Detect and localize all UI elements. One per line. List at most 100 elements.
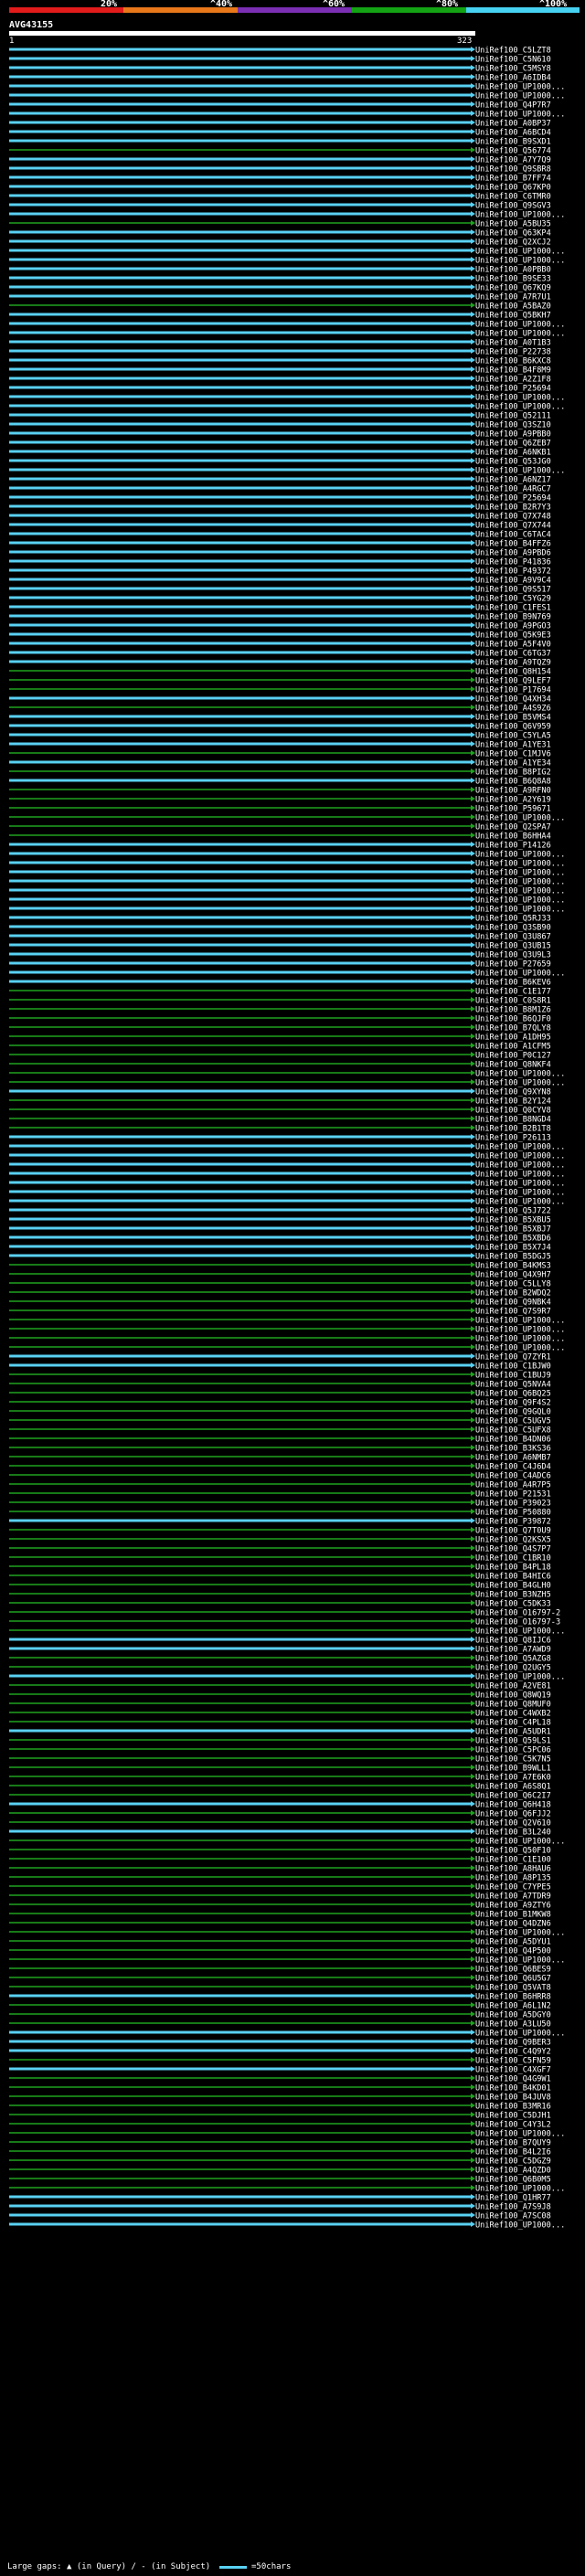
hit-label[interactable]: UniRef100_A1YE31	[475, 741, 551, 750]
hit-label[interactable]: UniRef100_Q5RJ33	[475, 915, 551, 924]
hit-label[interactable]: UniRef100_Q8IJC6	[475, 1637, 551, 1646]
hit-label[interactable]: UniRef100_Q4P500	[475, 1947, 551, 1956]
hit-label[interactable]: UniRef100_Q2XCJ2	[475, 239, 551, 248]
hit-label[interactable]: UniRef100_A8P135	[475, 1874, 551, 1883]
hit-label[interactable]: UniRef100_B4F8M9	[475, 366, 551, 376]
hit-label[interactable]: UniRef100_C4XGF7	[475, 2066, 551, 2075]
hit-label[interactable]: UniRef100_C5DGZ9	[475, 2157, 551, 2167]
hit-label[interactable]: UniRef100_B6KXC8	[475, 357, 551, 366]
hit-label[interactable]: UniRef100_C1BUJ9	[475, 1372, 551, 1381]
hit-label[interactable]: UniRef100_UP1000...	[475, 330, 565, 339]
hit-label[interactable]: UniRef100_A7E6K0	[475, 1774, 551, 1783]
hit-label[interactable]: UniRef100_Q5AZG8	[475, 1655, 551, 1664]
hit-label[interactable]: UniRef100_UP1000...	[475, 906, 565, 915]
hit-label[interactable]: UniRef100_UP1000...	[475, 896, 565, 906]
hit-label[interactable]: UniRef100_Q6BES9	[475, 1966, 551, 1975]
hit-label[interactable]: UniRef100_UP1000...	[475, 467, 565, 476]
hit-label[interactable]: UniRef100_A9RFN0	[475, 787, 551, 796]
hit-label[interactable]: UniRef100_Q9BER3	[475, 2039, 551, 2048]
hit-label[interactable]: UniRef100_Q8NKF4	[475, 1061, 551, 1070]
hit-label[interactable]: UniRef100_B4PL18	[475, 1564, 551, 1573]
hit-label[interactable]: UniRef100_A8HAU6	[475, 1865, 551, 1874]
hit-label[interactable]: UniRef100_B4GLH0	[475, 1582, 551, 1591]
hit-label[interactable]: UniRef100_P41836	[475, 558, 551, 567]
hit-label[interactable]: UniRef100_C5K7N5	[475, 1755, 551, 1765]
hit-label[interactable]: UniRef100_UP1000...	[475, 1189, 565, 1198]
hit-label[interactable]: UniRef100_Q6FJJ2	[475, 1810, 551, 1819]
hit-label[interactable]: UniRef100_Q63KP4	[475, 229, 551, 239]
hit-label[interactable]: UniRef100_B4KD01	[475, 2084, 551, 2094]
hit-label[interactable]: UniRef100_Q59LS1	[475, 1737, 551, 1746]
hit-label[interactable]: UniRef100_Q8H154	[475, 668, 551, 677]
hit-label[interactable]: UniRef100_Q6V959	[475, 723, 551, 732]
hit-label[interactable]: UniRef100_B1MKW8	[475, 1911, 551, 1920]
hit-label[interactable]: UniRef100_P25694	[475, 494, 551, 504]
hit-label[interactable]: UniRef100_A1CFM5	[475, 1043, 551, 1052]
hit-label[interactable]: UniRef100_Q4XH34	[475, 695, 551, 705]
hit-label[interactable]: UniRef100_B3L240	[475, 1829, 551, 1838]
hit-label[interactable]: UniRef100_B3MR16	[475, 2103, 551, 2112]
hit-label[interactable]: UniRef100_UP1000...	[475, 887, 565, 896]
hit-label[interactable]: UniRef100_A6L1N2	[475, 2002, 551, 2011]
hit-label[interactable]: UniRef100_Q3SZ10	[475, 421, 551, 430]
hit-label[interactable]: UniRef100_Q9F4S2	[475, 1399, 551, 1408]
hit-label[interactable]: UniRef100_Q9SBR8	[475, 165, 551, 175]
hit-label[interactable]: UniRef100_B5XBD6	[475, 1235, 551, 1244]
hit-label[interactable]: UniRef100_C6TG37	[475, 650, 551, 659]
hit-label[interactable]: UniRef100_C1FES1	[475, 604, 551, 613]
hit-label[interactable]: UniRef100_C5LZT8	[475, 47, 551, 56]
hit-label[interactable]: UniRef100_Q2UGY5	[475, 1664, 551, 1673]
hit-label[interactable]: UniRef100_Q7ZYR1	[475, 1353, 551, 1362]
hit-label[interactable]: UniRef100_C1BR10	[475, 1554, 551, 1564]
hit-label[interactable]: UniRef100_B9SE33	[475, 275, 551, 284]
hit-label[interactable]: UniRef100_Q3UB15	[475, 942, 551, 951]
hit-label[interactable]: UniRef100_A5BAZ0	[475, 302, 551, 312]
hit-label[interactable]: UniRef100_B2WDQ2	[475, 1289, 551, 1299]
hit-label[interactable]: UniRef100_Q67KQ9	[475, 284, 551, 293]
hit-label[interactable]: UniRef100_C4WXB2	[475, 1710, 551, 1719]
hit-label[interactable]: UniRef100_Q52111	[475, 412, 551, 421]
hit-label[interactable]: UniRef100_Q9S517	[475, 586, 551, 595]
hit-label[interactable]: UniRef100_P39872	[475, 1518, 551, 1527]
hit-label[interactable]: UniRef100_Q8MUF0	[475, 1701, 551, 1710]
hit-label[interactable]: UniRef100_UP1000...	[475, 1079, 565, 1088]
hit-label[interactable]: UniRef100_UP1000...	[475, 1344, 565, 1353]
hit-label[interactable]: UniRef100_A4R7P5	[475, 1481, 551, 1490]
hit-label[interactable]: UniRef100_UP1000...	[475, 1627, 565, 1637]
hit-label[interactable]: UniRef100_B8PIG2	[475, 769, 551, 778]
hit-label[interactable]: UniRef100_C6TAC4	[475, 531, 551, 540]
hit-label[interactable]: UniRef100_Q9NBK4	[475, 1299, 551, 1308]
hit-label[interactable]: UniRef100_A5DYU1	[475, 1938, 551, 1947]
hit-label[interactable]: UniRef100_C5N610	[475, 56, 551, 65]
hit-label[interactable]: UniRef100_UP1000...	[475, 2221, 565, 2231]
hit-label[interactable]: UniRef100_A9PBB0	[475, 430, 551, 440]
hit-label[interactable]: UniRef100_UP1000...	[475, 1673, 565, 1682]
hit-label[interactable]: UniRef100_A7S9J8	[475, 2203, 551, 2212]
hit-label[interactable]: UniRef100_A2Y619	[475, 796, 551, 805]
hit-label[interactable]: UniRef100_UP1000...	[475, 869, 565, 878]
hit-label[interactable]: UniRef100_Q53JG0	[475, 458, 551, 467]
hit-label[interactable]: UniRef100_UP1000...	[475, 1198, 565, 1207]
hit-label[interactable]: UniRef100_UP1000...	[475, 1171, 565, 1180]
hit-label[interactable]: UniRef100_UP1000...	[475, 257, 565, 266]
hit-label[interactable]: UniRef100_Q9XYN8	[475, 1088, 551, 1097]
hit-label[interactable]: UniRef100_Q2V610	[475, 1819, 551, 1829]
hit-label[interactable]: UniRef100_UP1000...	[475, 1317, 565, 1326]
hit-label[interactable]: UniRef100_Q0CYV8	[475, 1107, 551, 1116]
hit-label[interactable]: UniRef100_B4L2I6	[475, 2148, 551, 2157]
hit-label[interactable]: UniRef100_A9PGO3	[475, 622, 551, 631]
hit-label[interactable]: UniRef100_Q6C2I7	[475, 1792, 551, 1801]
hit-label[interactable]: UniRef100_UP1000...	[475, 1838, 565, 1847]
hit-label[interactable]: UniRef100_UP1000...	[475, 321, 565, 330]
hit-label[interactable]: UniRef100_C4PL18	[475, 1719, 551, 1728]
hit-label[interactable]: UniRef100_C5DK33	[475, 1600, 551, 1609]
hit-label[interactable]: UniRef100_Q2SPA7	[475, 823, 551, 832]
hit-label[interactable]: UniRef100_C1MJV6	[475, 750, 551, 759]
hit-label[interactable]: UniRef100_C0S8R1	[475, 997, 551, 1006]
hit-label[interactable]: UniRef100_P26113	[475, 1134, 551, 1143]
hit-label[interactable]: UniRef100_A1DH95	[475, 1034, 551, 1043]
hit-label[interactable]: UniRef100_A7Y7Q9	[475, 156, 551, 165]
hit-label[interactable]: UniRef100_C5DJH1	[475, 2112, 551, 2121]
hit-label[interactable]: UniRef100_Q3U867	[475, 933, 551, 942]
hit-label[interactable]: UniRef100_B5XBJ7	[475, 1225, 551, 1235]
